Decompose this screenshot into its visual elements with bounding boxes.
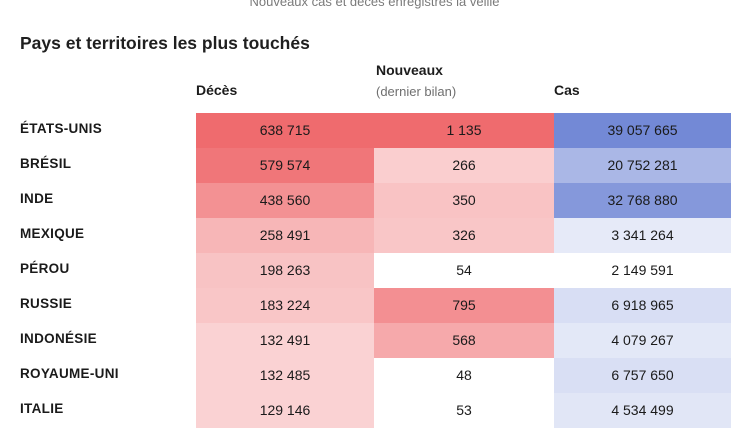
table-row: PÉROU 198 263 54 2 149 591 xyxy=(0,253,749,288)
table-row: INDE 438 560 350 32 768 880 xyxy=(0,183,749,218)
chart-subtitle: Nouveaux cas et décès enregistrés la vei… xyxy=(249,0,500,9)
new-cases-cell: 326 xyxy=(374,218,554,253)
cases-cell: 39 057 665 xyxy=(554,113,731,148)
new-cases-cell: 350 xyxy=(374,183,554,218)
country-label: PÉROU xyxy=(20,261,70,276)
cases-cell: 20 752 281 xyxy=(554,148,731,183)
deaths-cell: 198 263 xyxy=(196,253,374,288)
new-cases-cell: 568 xyxy=(374,323,554,358)
new-cases-cell: 1 135 xyxy=(374,113,554,148)
table-row: RUSSIE 183 224 795 6 918 965 xyxy=(0,288,749,323)
cases-cell: 4 534 499 xyxy=(554,393,731,428)
deaths-cell: 132 491 xyxy=(196,323,374,358)
deaths-cell: 438 560 xyxy=(196,183,374,218)
country-label: RUSSIE xyxy=(20,296,73,311)
deaths-cell: 183 224 xyxy=(196,288,374,323)
deaths-cell: 579 574 xyxy=(196,148,374,183)
cases-cell: 6 757 650 xyxy=(554,358,731,393)
column-header-cases: Cas xyxy=(554,82,580,98)
deaths-cell: 638 715 xyxy=(196,113,374,148)
cases-cell: 2 149 591 xyxy=(554,253,731,288)
country-label: INDONÉSIE xyxy=(20,331,97,346)
table-row: MEXIQUE 258 491 326 3 341 264 xyxy=(0,218,749,253)
cases-cell: 4 079 267 xyxy=(554,323,731,358)
table-row: ITALIE 129 146 53 4 534 499 xyxy=(0,393,749,428)
deaths-cell: 129 146 xyxy=(196,393,374,428)
country-label: ITALIE xyxy=(20,401,64,416)
cases-cell: 6 918 965 xyxy=(554,288,731,323)
country-label: BRÉSIL xyxy=(20,156,72,171)
deaths-cell: 258 491 xyxy=(196,218,374,253)
table-row: ÉTATS-UNIS 638 715 1 135 39 057 665 xyxy=(0,113,749,148)
column-header-new: Nouveaux xyxy=(376,62,443,78)
country-label: MEXIQUE xyxy=(20,226,85,241)
column-header-new-subtitle: (dernier bilan) xyxy=(376,84,457,99)
country-label: ÉTATS-UNIS xyxy=(20,121,102,136)
cases-cell: 32 768 880 xyxy=(554,183,731,218)
new-cases-cell: 266 xyxy=(374,148,554,183)
chart-title: Pays et territoires les plus touchés xyxy=(20,33,310,53)
new-cases-cell: 795 xyxy=(374,288,554,323)
table-row: INDONÉSIE 132 491 568 4 079 267 xyxy=(0,323,749,358)
column-header-deaths: Décès xyxy=(196,82,238,98)
new-cases-cell: 54 xyxy=(374,253,554,288)
table-row: ROYAUME-UNI 132 485 48 6 757 650 xyxy=(0,358,749,393)
cases-cell: 3 341 264 xyxy=(554,218,731,253)
new-cases-cell: 53 xyxy=(374,393,554,428)
deaths-cell: 132 485 xyxy=(196,358,374,393)
country-label: ROYAUME-UNI xyxy=(20,366,119,381)
country-label: INDE xyxy=(20,191,54,206)
new-cases-cell: 48 xyxy=(374,358,554,393)
table-row: BRÉSIL 579 574 266 20 752 281 xyxy=(0,148,749,183)
